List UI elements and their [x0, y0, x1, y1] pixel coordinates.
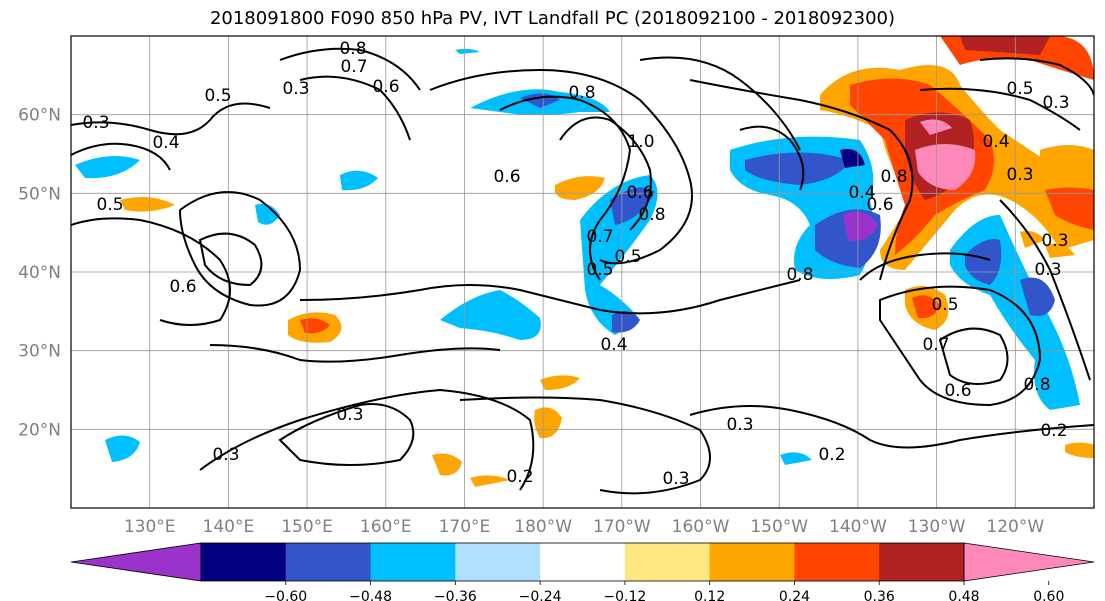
contour-label: 0.3: [1006, 165, 1033, 185]
latitude-tick-label: 40°N: [18, 263, 61, 283]
contour-label: 0.7: [922, 335, 949, 355]
longitude-tick-label: 140°W: [829, 517, 887, 537]
contour-label: 0.5: [931, 295, 958, 315]
colorbar-extend-low: [70, 542, 202, 582]
colorbar-bin: [201, 543, 287, 581]
colorbar-tick-label: 0.24: [779, 589, 810, 601]
latitude-tick-label: 20°N: [18, 420, 61, 440]
chart-title: 2018091800 F090 850 hPa PV, IVT Landfall…: [209, 8, 896, 29]
colorbar-outline: [200, 542, 965, 582]
contour-label: 0.8: [786, 265, 813, 285]
colorbar-bin: [370, 543, 456, 581]
pv-contour-lines: [71, 47, 1094, 495]
contour-label: 0.3: [1041, 231, 1068, 251]
colorbar: [70, 542, 1095, 582]
contour-label: 0.4: [848, 183, 875, 203]
colorbar-tick-labels: −0.60 −0.48 −0.36 −0.24 −0.12 0.12 0.24 0.36 0.4…: [264, 581, 1064, 601]
latitude-tick-label: 50°N: [18, 184, 61, 204]
longitude-tick-label: 150°W: [750, 517, 808, 537]
latitude-labels: 20°N 30°N 40°N 50°N 60°N: [18, 106, 61, 441]
contour-label: 0.5: [586, 260, 613, 280]
contour-label: 0.6: [493, 167, 520, 187]
contour-label: 1.0: [627, 132, 654, 152]
contour-labels: 0.80.70.60.50.30.40.50.30.60.81.00.60.80…: [82, 39, 1069, 489]
contour-label: 0.6: [169, 277, 196, 297]
colorbar-bin: [285, 543, 372, 581]
colorbar-tick-label: −0.12: [603, 589, 646, 601]
contour-label: 0.2: [1040, 421, 1067, 441]
contour-label: 0.3: [82, 113, 109, 133]
contour-label: 0.6: [866, 195, 893, 215]
longitude-tick-label: 160°E: [360, 517, 412, 537]
contour-label: 0.4: [152, 133, 179, 153]
contour-label: 0.3: [1042, 93, 1069, 113]
contour-label: 0.3: [1034, 260, 1061, 280]
contour-label: 0.3: [282, 79, 309, 99]
colorbar-tick-label: −0.36: [434, 589, 477, 601]
colorbar-tick-label: −0.24: [519, 589, 562, 601]
contour-label: 0.3: [212, 445, 239, 465]
colorbar-tick-label: 0.36: [864, 589, 895, 601]
colorbar-tick-label: 0.12: [694, 589, 725, 601]
longitude-labels: 130°E 140°E 150°E 160°E 170°E 180°W 170°W 160°W…: [124, 517, 1045, 537]
contour-label: 0.5: [1006, 79, 1033, 99]
contour-label: 0.8: [339, 39, 366, 59]
colorbar-tick-label: −0.48: [349, 589, 392, 601]
contour-label: 0.4: [600, 335, 627, 355]
colorbar-tick-label: 0.48: [948, 589, 979, 601]
contour-label: 0.8: [1023, 375, 1050, 395]
contour-label: 0.6: [626, 183, 653, 203]
contour-label: 0.5: [204, 86, 231, 106]
contour-label: 0.5: [614, 247, 641, 267]
contour-label: 0.6: [372, 77, 399, 97]
colorbar-bin: [624, 543, 711, 581]
contour-label: 0.2: [818, 445, 845, 465]
longitude-tick-label: 150°E: [281, 517, 333, 537]
colorbar-bin: [709, 543, 795, 581]
contour-label: 0.8: [880, 167, 907, 187]
longitude-tick-label: 130°W: [908, 517, 966, 537]
longitude-tick-label: 180°W: [514, 517, 572, 537]
colorbar-bin: [540, 543, 626, 581]
colorbar-bin: [455, 543, 541, 581]
map-gridlines: [71, 36, 1094, 508]
map-frame: [70, 35, 1095, 509]
contour-label: 0.7: [586, 227, 613, 247]
contour-label: 0.8: [568, 83, 595, 103]
longitude-tick-label: 140°E: [203, 517, 255, 537]
contour-label: 0.4: [982, 132, 1009, 152]
latitude-tick-label: 30°N: [18, 342, 61, 362]
longitude-tick-label: 120°W: [986, 517, 1044, 537]
contour-label: 0.3: [662, 469, 689, 489]
latitude-tick-label: 60°N: [18, 106, 61, 126]
contour-label: 0.6: [944, 381, 971, 401]
colorbar-extend-high: [963, 542, 1095, 582]
longitude-tick-label: 170°E: [439, 517, 491, 537]
colorbar-bin: [794, 543, 880, 581]
contour-label: 0.7: [340, 57, 367, 77]
longitude-tick-label: 160°W: [672, 517, 730, 537]
colorbar-tick-label: 0.60: [1033, 589, 1064, 601]
contour-label: 0.2: [506, 467, 533, 487]
colorbar-bin: [879, 543, 965, 581]
longitude-tick-label: 130°E: [124, 517, 176, 537]
longitude-tick-label: 170°W: [593, 517, 651, 537]
contour-label: 0.3: [336, 405, 363, 425]
contour-label: 0.3: [726, 415, 753, 435]
contour-label: 0.5: [96, 195, 123, 215]
contour-label: 0.8: [638, 205, 665, 225]
colorbar-tick-label: −0.60: [264, 589, 307, 601]
